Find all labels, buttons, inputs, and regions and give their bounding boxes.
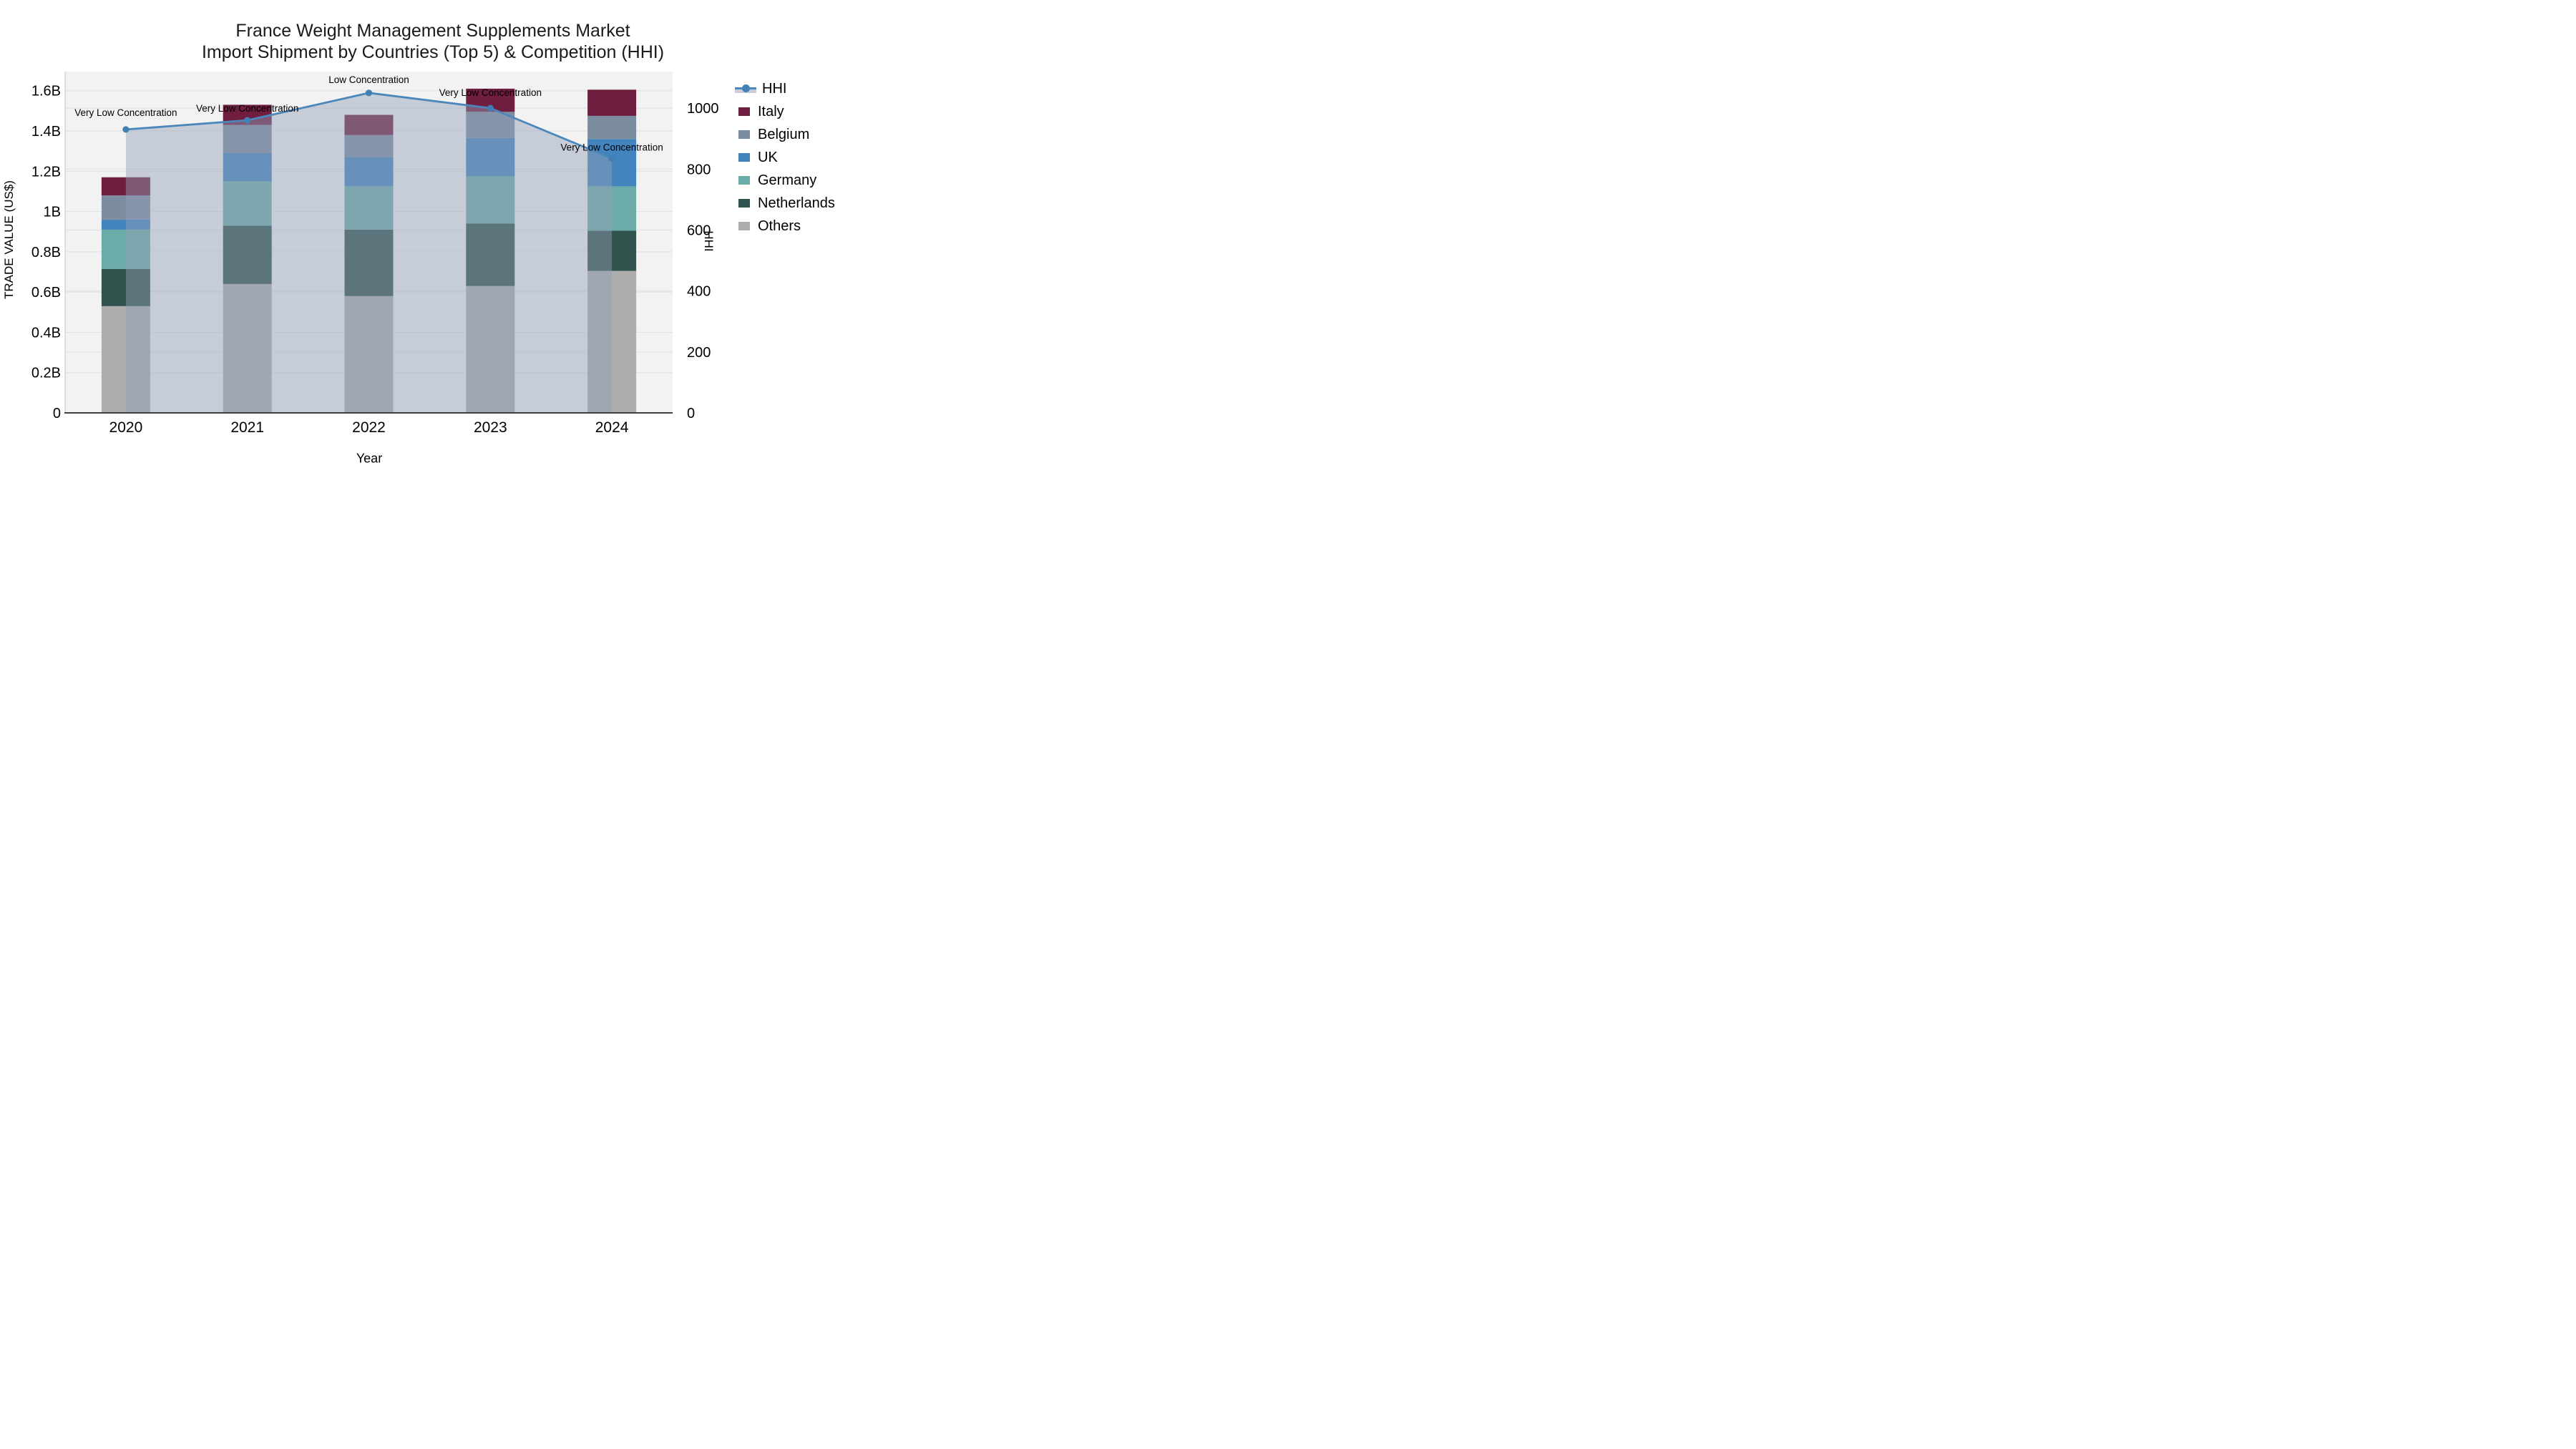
hhi-marker-2022 bbox=[365, 89, 373, 97]
left-tick-label: 1.2B bbox=[31, 164, 61, 180]
x-axis-title: Year bbox=[356, 451, 383, 466]
bar-segment-netherlands-2020 bbox=[101, 268, 150, 306]
left-tick-label: 0.2B bbox=[31, 366, 61, 381]
left-tick-label: 0.4B bbox=[31, 325, 61, 341]
bar-segment-uk-2021 bbox=[223, 152, 272, 182]
legend-label-italy: Italy bbox=[758, 103, 784, 119]
bar-segment-italy-2022 bbox=[344, 114, 394, 135]
legend-swatch-netherlands bbox=[738, 199, 750, 208]
legend-item-netherlands: Netherlands bbox=[738, 192, 835, 215]
left-tick-label: 0.8B bbox=[31, 245, 61, 260]
legend-item-italy: Italy bbox=[738, 100, 835, 123]
hhi-marker-2024 bbox=[608, 155, 615, 162]
bar-segment-uk-2022 bbox=[344, 157, 394, 187]
legend-label-germany: Germany bbox=[758, 172, 817, 188]
annotation-2021: Very Low Concentration bbox=[196, 103, 298, 114]
legend-label-others: Others bbox=[758, 218, 801, 234]
plot-canvas: Very Low Concentration Very Low Concentra… bbox=[31, 72, 719, 436]
legend-label-belgium: Belgium bbox=[758, 126, 810, 142]
x-tick-label-2021: 2021 bbox=[230, 419, 264, 436]
legend-swatch-others bbox=[738, 222, 750, 230]
bar-segment-uk-2024 bbox=[587, 139, 637, 187]
legend-item-uk: UK bbox=[738, 146, 835, 169]
bar-segment-belgium-2024 bbox=[587, 115, 637, 140]
legend-item-hhi: HHI bbox=[735, 77, 835, 100]
legend-label-hhi: HHI bbox=[762, 80, 787, 97]
left-tick-label: 1.4B bbox=[31, 124, 61, 140]
bar-segment-belgium-2021 bbox=[223, 125, 272, 153]
bar-segment-netherlands-2023 bbox=[466, 223, 515, 286]
annotation-2024: Very Low Concentration bbox=[560, 142, 663, 152]
bar-segment-belgium-2022 bbox=[344, 135, 394, 157]
legend-swatch-germany bbox=[738, 176, 750, 185]
bar-segment-germany-2024 bbox=[587, 186, 637, 231]
left-tick-label: 1B bbox=[44, 205, 61, 220]
left-tick-label: 1.6B bbox=[31, 84, 61, 99]
left-axis-title: TRADE VALUE (US$) bbox=[2, 180, 16, 299]
bar-segment-italy-2020 bbox=[101, 177, 150, 196]
bar-segment-others-2021 bbox=[223, 283, 272, 413]
hhi-line-sample-icon bbox=[735, 84, 756, 94]
bar-segment-germany-2023 bbox=[466, 176, 515, 224]
legend-item-others: Others bbox=[738, 215, 835, 238]
bar-segment-netherlands-2021 bbox=[223, 225, 272, 284]
chart-title: France Weight Management Supplements Mar… bbox=[202, 20, 664, 63]
x-tick-label-2020: 2020 bbox=[109, 419, 143, 436]
hhi-marker-2023 bbox=[487, 104, 494, 112]
bar-segment-uk-2020 bbox=[101, 219, 150, 230]
x-tick-label-2024: 2024 bbox=[595, 419, 629, 436]
legend: HHI Italy Belgium UK Germany Netherlands Other… bbox=[735, 77, 835, 238]
x-tick-label-2022: 2022 bbox=[352, 419, 386, 436]
hhi-marker-2021 bbox=[244, 117, 251, 124]
legend-swatch-belgium bbox=[738, 130, 750, 139]
legend-swatch-italy bbox=[738, 107, 750, 116]
bar-segment-italy-2024 bbox=[587, 89, 637, 116]
bar-segment-others-2023 bbox=[466, 286, 515, 413]
hhi-area-fill bbox=[125, 92, 613, 413]
x-tick-label-2023: 2023 bbox=[474, 419, 507, 436]
legend-label-netherlands: Netherlands bbox=[758, 195, 835, 211]
hhi-marker-icon bbox=[742, 84, 750, 92]
bar-segment-others-2020 bbox=[101, 306, 150, 413]
bar-segment-belgium-2023 bbox=[466, 112, 515, 138]
right-tick-label: 1000 bbox=[687, 101, 719, 117]
chart-title-line-2: Import Shipment by Countries (Top 5) & C… bbox=[201, 42, 665, 62]
chart-title-line-1: France Weight Management Supplements Mar… bbox=[235, 21, 630, 41]
bar-segment-uk-2023 bbox=[466, 137, 515, 177]
right-tick-label: 200 bbox=[687, 345, 711, 361]
bar-segment-germany-2021 bbox=[223, 181, 272, 226]
annotation-2020: Very Low Concentration bbox=[74, 107, 177, 118]
right-tick-label: 800 bbox=[687, 162, 711, 177]
annotation-2023: Very Low Concentration bbox=[439, 87, 542, 98]
bar-segment-others-2024 bbox=[587, 270, 637, 413]
right-axis-title: HHI bbox=[702, 230, 716, 252]
bar-segment-netherlands-2022 bbox=[344, 229, 394, 296]
annotation-2022: Low Concentration bbox=[328, 74, 409, 85]
bar-segment-germany-2020 bbox=[101, 229, 150, 269]
chart-figure: Very Low Concentration Very Low Concentra… bbox=[0, 0, 859, 483]
bar-segment-germany-2022 bbox=[344, 186, 394, 230]
bar-segment-netherlands-2024 bbox=[587, 230, 637, 271]
legend-swatch-uk bbox=[738, 153, 750, 162]
left-tick-label: 0.6B bbox=[31, 285, 61, 301]
right-tick-label: 600 bbox=[687, 223, 711, 238]
left-tick-label: 0 bbox=[53, 406, 61, 421]
bar-segment-belgium-2020 bbox=[101, 195, 150, 220]
legend-item-germany: Germany bbox=[738, 169, 835, 192]
right-tick-label: 0 bbox=[687, 406, 695, 421]
legend-item-belgium: Belgium bbox=[738, 123, 835, 146]
legend-label-uk: UK bbox=[758, 149, 778, 165]
right-tick-label: 400 bbox=[687, 284, 711, 300]
bar-segment-others-2022 bbox=[344, 296, 394, 413]
hhi-marker-2020 bbox=[122, 126, 130, 133]
